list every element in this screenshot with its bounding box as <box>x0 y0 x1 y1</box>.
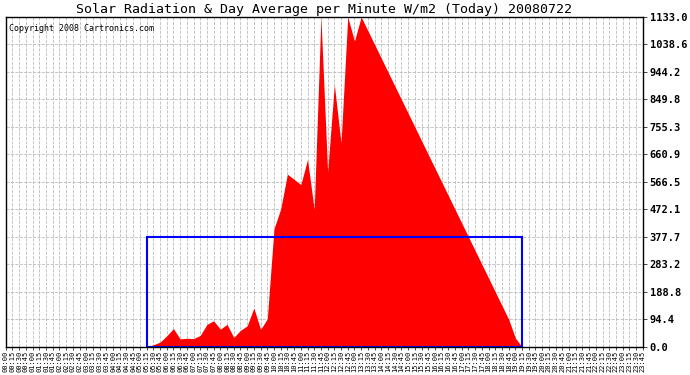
Bar <box>146 237 522 347</box>
Title: Solar Radiation & Day Average per Minute W/m2 (Today) 20080722: Solar Radiation & Day Average per Minute… <box>77 3 572 16</box>
Text: Copyright 2008 Cartronics.com: Copyright 2008 Cartronics.com <box>9 24 154 33</box>
